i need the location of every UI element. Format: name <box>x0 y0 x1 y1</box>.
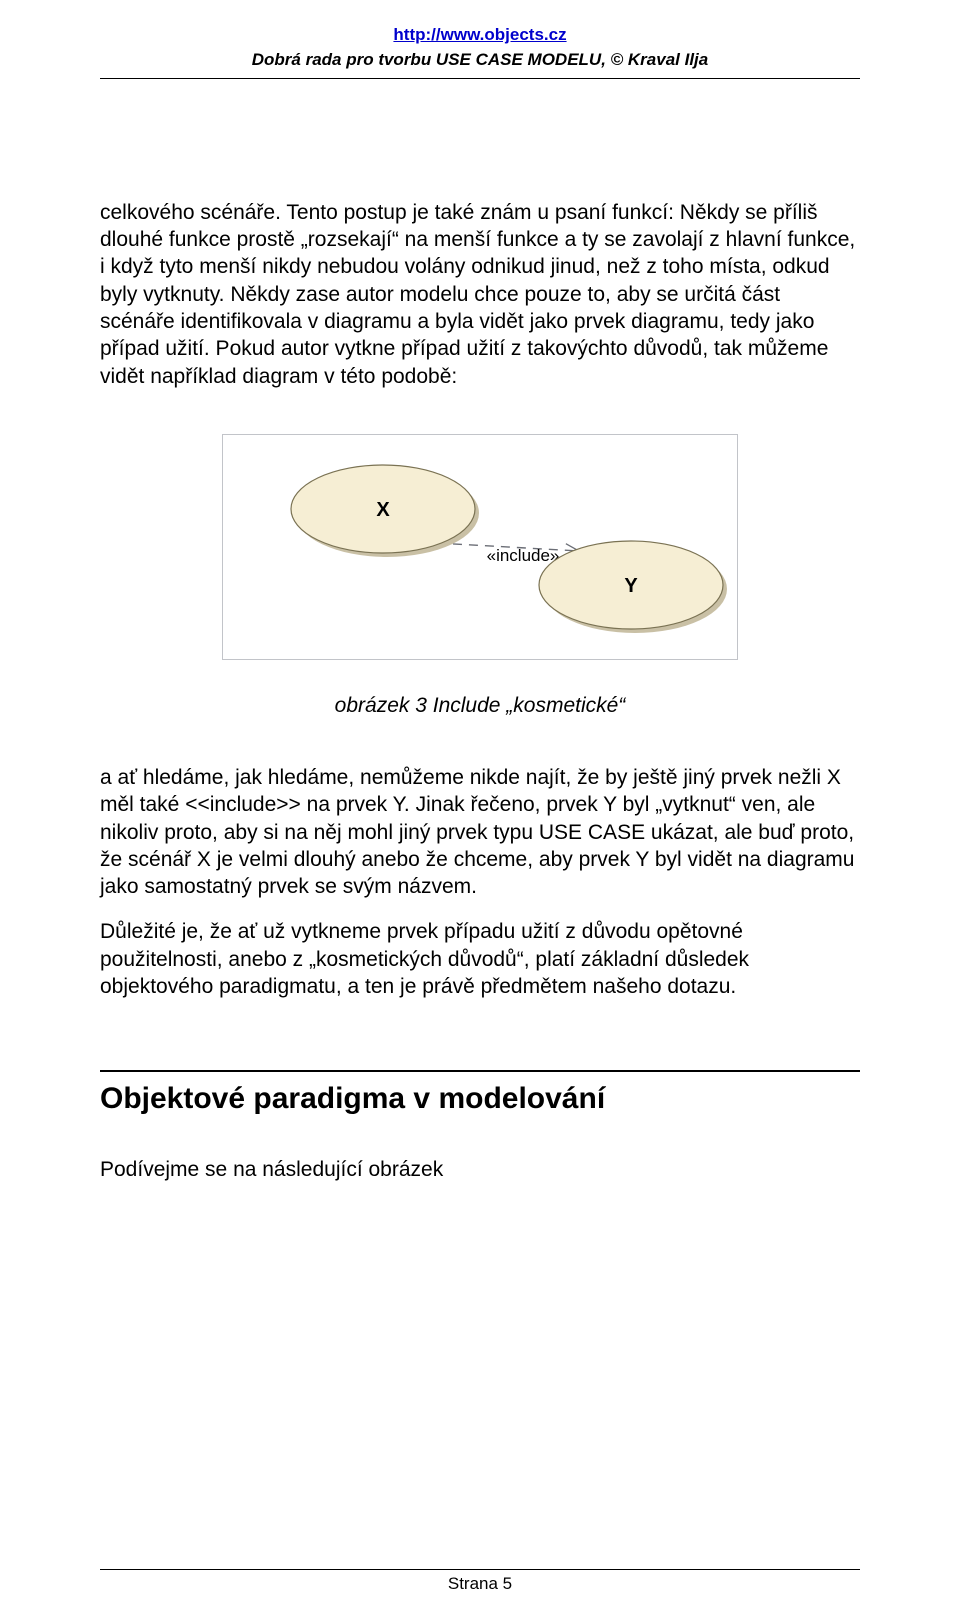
document-page: http://www.objects.cz Dobrá rada pro tvo… <box>0 0 960 1622</box>
paragraph-1: celkového scénáře. Tento postup je také … <box>100 199 860 390</box>
paragraph-4: Podívejme se na následující obrázek <box>100 1156 860 1183</box>
usecase-diagram: «include» X Y <box>222 434 738 660</box>
body-text-2: a ať hledáme, jak hledáme, nemůžeme nikd… <box>100 764 860 1018</box>
page-footer: Strana 5 <box>100 1569 860 1594</box>
section-title: Objektové paradigma v modelování <box>100 1082 860 1116</box>
page-header: http://www.objects.cz Dobrá rada pro tvo… <box>100 24 860 79</box>
paragraph-3: Důležité je, že ať už vytkneme prvek pří… <box>100 918 860 1000</box>
top-spacer <box>100 79 860 199</box>
svg-text:X: X <box>376 499 390 521</box>
body-text: celkového scénáře. Tento postup je také … <box>100 199 860 408</box>
header-link[interactable]: http://www.objects.cz <box>393 25 566 44</box>
usecase-svg: «include» X Y <box>223 435 739 661</box>
header-subtitle: Dobrá rada pro tvorbu USE CASE MODELU, ©… <box>100 49 860 72</box>
footer-page-number: Strana 5 <box>100 1574 860 1594</box>
svg-text:«include»: «include» <box>487 546 560 565</box>
diagram-container: «include» X Y <box>100 434 860 660</box>
figure-caption: obrázek 3 Include „kosmetické“ <box>100 694 860 718</box>
section-rule <box>100 1070 860 1072</box>
svg-text:Y: Y <box>624 575 638 597</box>
footer-rule <box>100 1569 860 1570</box>
body-text-3: Podívejme se na následující obrázek <box>100 1156 860 1201</box>
paragraph-2: a ať hledáme, jak hledáme, nemůžeme nikd… <box>100 764 860 900</box>
